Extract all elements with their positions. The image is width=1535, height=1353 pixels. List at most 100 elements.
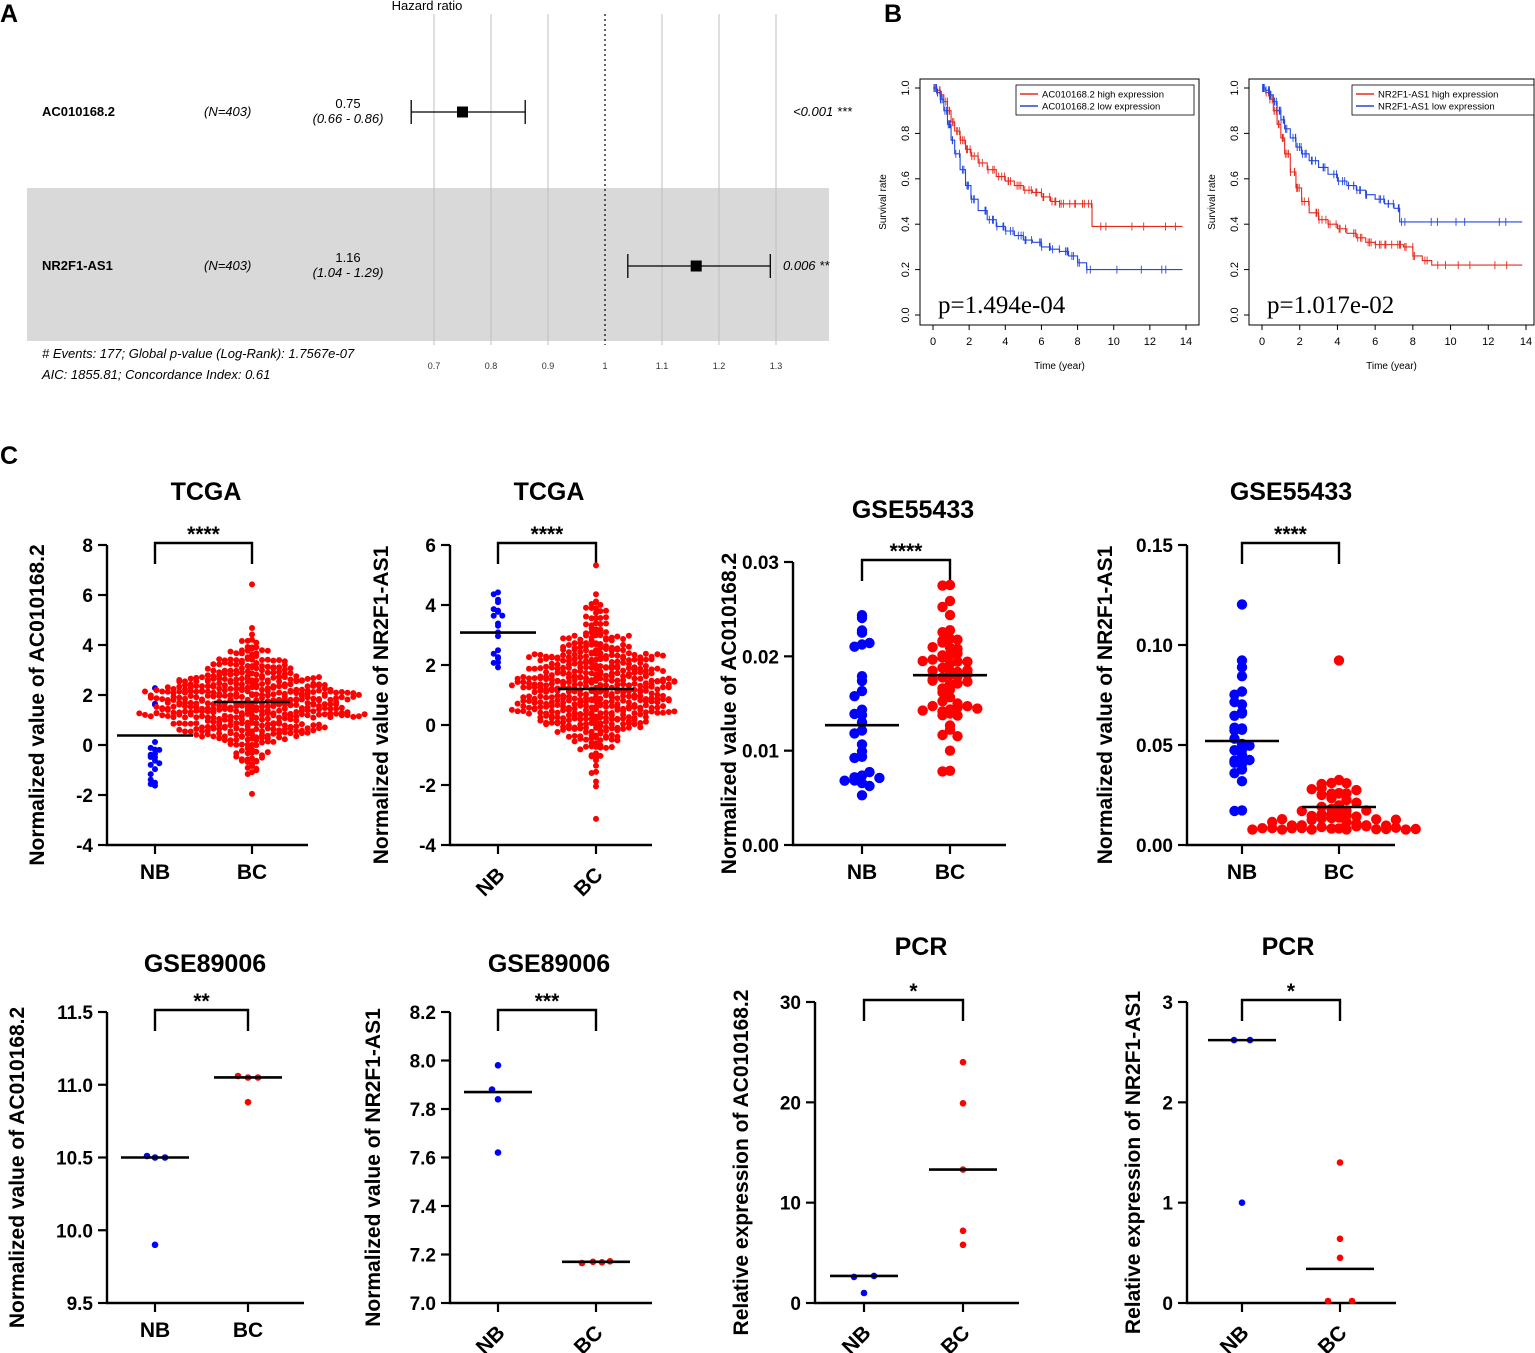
forest-hr-value: 0.75 — [335, 96, 360, 111]
data-point — [583, 621, 589, 628]
data-point — [593, 757, 599, 764]
km-x-tick-label: 14 — [1180, 336, 1192, 348]
significance-label: *** — [535, 990, 560, 1013]
km-legend-label: NR2F1-AS1 high expression — [1378, 90, 1498, 101]
y-axis-label: Normalized value of NR2F1-AS1 — [362, 1008, 385, 1327]
data-point — [642, 650, 649, 657]
data-point — [642, 696, 649, 702]
data-point — [548, 680, 555, 687]
data-point — [176, 720, 183, 727]
data-point — [199, 728, 205, 735]
data-point — [614, 670, 621, 677]
data-point — [259, 739, 265, 746]
data-point — [298, 721, 305, 728]
data-point — [227, 656, 234, 663]
data-point — [221, 682, 228, 689]
data-point — [164, 699, 171, 706]
y-tick-label: -4 — [419, 836, 436, 857]
significance-bracket — [862, 998, 965, 1021]
km-x-tick-label: 12 — [1144, 336, 1156, 348]
data-point — [597, 742, 604, 749]
data-point — [494, 1096, 502, 1103]
data-point — [1326, 777, 1337, 789]
group-points-bc — [959, 1058, 967, 1249]
significance-bracket — [860, 558, 952, 581]
group-points-bc — [1324, 1159, 1356, 1305]
data-point — [603, 676, 609, 683]
data-point — [603, 703, 609, 710]
data-point — [608, 637, 615, 644]
data-point — [614, 704, 621, 711]
data-point — [344, 709, 351, 716]
data-point — [531, 695, 538, 702]
y-tick-label: 0 — [425, 716, 436, 737]
data-point — [571, 645, 578, 651]
data-point — [293, 717, 300, 724]
forest-tick-label: 1 — [602, 361, 607, 371]
km-y-tick-label: 1.0 — [1229, 80, 1241, 95]
data-point — [565, 725, 572, 732]
data-point — [147, 744, 154, 751]
data-point — [264, 703, 271, 710]
data-point — [642, 656, 649, 663]
data-point — [216, 680, 223, 687]
data-point — [316, 697, 322, 704]
data-point — [560, 703, 567, 710]
significance-bracket — [153, 1008, 250, 1031]
plot-title: TCGA — [171, 478, 242, 506]
data-point — [182, 699, 188, 706]
data-point — [631, 680, 638, 687]
data-point — [543, 712, 550, 719]
data-point — [221, 687, 228, 694]
data-point — [1229, 689, 1240, 700]
data-point — [597, 626, 604, 633]
data-point — [249, 691, 255, 698]
group-points-nb — [143, 1152, 169, 1249]
data-point — [281, 693, 288, 700]
data-point — [259, 681, 265, 687]
data-point — [537, 704, 544, 710]
data-point — [264, 685, 271, 692]
data-point — [287, 730, 294, 737]
data-point — [270, 726, 277, 733]
data-point — [249, 631, 255, 638]
data-point — [253, 660, 260, 666]
significance-label: **** — [890, 540, 924, 563]
data-point — [216, 702, 223, 709]
data-point — [526, 680, 532, 687]
data-point — [327, 701, 334, 708]
data-point — [227, 648, 234, 655]
data-point — [287, 665, 294, 672]
data-point — [253, 726, 260, 733]
data-point — [654, 678, 661, 685]
data-point — [204, 700, 211, 707]
data-point — [327, 710, 334, 717]
data-point — [860, 1289, 868, 1297]
data-point — [565, 642, 572, 648]
data-point — [238, 757, 245, 764]
km-x-tick-label: 6 — [1372, 336, 1378, 348]
data-point — [244, 750, 251, 757]
data-point — [193, 707, 200, 714]
data-point — [603, 636, 609, 643]
data-point — [1296, 805, 1308, 817]
y-tick-label: 10 — [780, 1194, 801, 1215]
data-point — [864, 766, 875, 778]
forest-footer-line: # Events: 177; Global p-value (Log-Rank)… — [42, 346, 355, 361]
data-point — [253, 737, 260, 744]
data-point — [1324, 1297, 1332, 1305]
data-point — [543, 674, 550, 680]
data-point — [170, 714, 177, 721]
data-point — [631, 716, 638, 723]
data-point — [571, 651, 578, 658]
km-legend-box — [1351, 84, 1535, 116]
data-point — [210, 693, 217, 700]
data-point — [142, 711, 148, 718]
data-point — [227, 741, 234, 747]
data-point — [182, 695, 188, 702]
y-tick-label: 0 — [1162, 1294, 1173, 1315]
data-point — [577, 746, 584, 753]
data-point — [583, 724, 589, 731]
data-point — [603, 655, 609, 662]
data-point — [577, 644, 584, 651]
